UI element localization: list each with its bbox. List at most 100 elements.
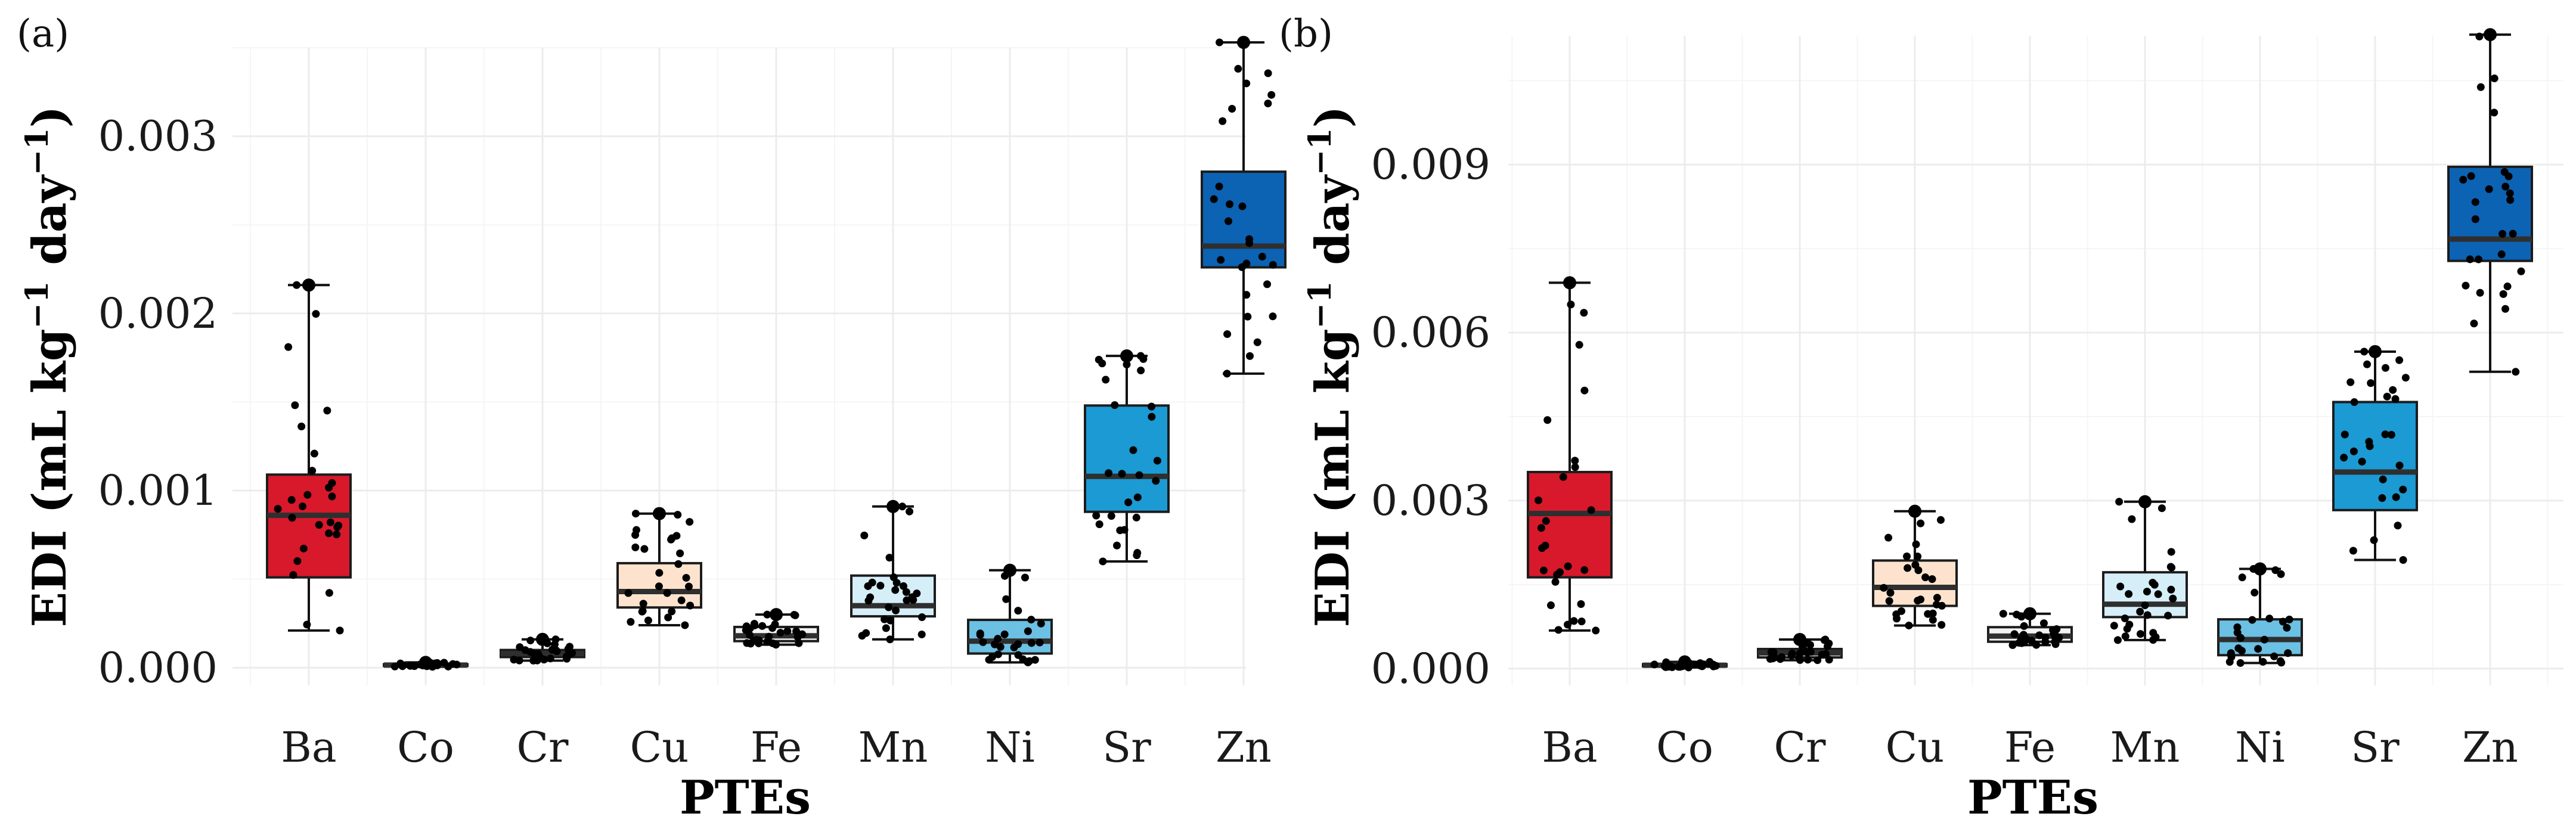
data-point — [537, 654, 545, 662]
data-point — [328, 492, 336, 501]
data-point — [2490, 108, 2498, 117]
box-zn — [1201, 36, 1287, 378]
data-point — [1932, 600, 1940, 609]
data-point — [1036, 638, 1044, 647]
x-axis-title: PTEs — [680, 771, 811, 825]
data-point — [791, 611, 799, 619]
data-point — [2462, 281, 2470, 290]
data-point — [1787, 651, 1796, 660]
data-point — [2509, 229, 2517, 238]
data-point — [1929, 616, 1937, 624]
data-point — [917, 630, 926, 638]
data-point — [293, 281, 301, 289]
data-point — [776, 629, 785, 637]
data-point — [2365, 437, 2373, 446]
data-point — [1225, 217, 1233, 225]
data-point — [746, 631, 754, 640]
box-fe — [733, 608, 819, 649]
data-point-max — [419, 656, 432, 669]
data-point — [1795, 654, 1803, 662]
data-point — [2115, 498, 2124, 506]
data-point — [1014, 607, 1022, 615]
data-point — [289, 571, 297, 579]
data-point — [2504, 172, 2513, 181]
data-point — [1228, 104, 1236, 113]
data-point — [1554, 626, 1563, 634]
data-point — [2143, 611, 2152, 619]
data-point — [2387, 430, 2395, 439]
data-point — [1539, 566, 1548, 575]
data-point — [746, 624, 754, 632]
data-point — [1264, 69, 1272, 77]
data-point — [1135, 471, 1143, 479]
box-sr — [1084, 349, 1170, 566]
data-point — [2401, 374, 2410, 382]
data-point — [2383, 392, 2391, 401]
data-point — [1217, 256, 1225, 264]
data-point — [889, 573, 898, 581]
x-tick-label: Mn — [2110, 723, 2180, 772]
data-point — [864, 597, 873, 605]
data-point — [976, 631, 984, 639]
data-point-max — [2023, 607, 2036, 620]
data-point — [990, 640, 999, 648]
data-point — [2277, 570, 2285, 578]
data-point — [1123, 360, 1131, 368]
data-point-max — [1120, 349, 1133, 363]
data-point — [315, 521, 323, 529]
data-point — [2358, 458, 2366, 466]
data-point — [1546, 601, 1555, 610]
x-tick-label: Sr — [2351, 723, 2400, 772]
data-point — [684, 582, 693, 591]
data-point-max — [302, 278, 315, 292]
data-point-max — [886, 499, 900, 513]
data-point — [1818, 650, 1826, 659]
data-point — [2238, 573, 2246, 582]
data-point — [1031, 656, 1039, 664]
data-point — [2149, 636, 2157, 644]
data-point — [1095, 520, 1103, 529]
box-cr — [1757, 632, 1843, 665]
data-point — [1210, 195, 1218, 203]
data-point — [1903, 553, 1911, 561]
data-point — [1542, 517, 1550, 525]
data-point — [1799, 645, 1808, 653]
data-point-max — [1237, 36, 1250, 49]
data-point — [1535, 496, 1543, 504]
data-point — [655, 569, 664, 577]
data-point — [864, 582, 872, 590]
data-point — [1564, 620, 1572, 629]
data-point — [398, 662, 406, 670]
data-point — [1666, 662, 1675, 671]
data-point — [771, 620, 779, 628]
data-point — [674, 511, 682, 519]
data-point — [668, 607, 676, 616]
data-point — [681, 621, 689, 629]
data-point — [1690, 660, 1698, 669]
panel-a: 0.000 0.001 0.002 0.003 Ba Co Cr Cu Fe Mn Ni Sr Zn (a… — [17, 12, 1287, 825]
data-point — [1124, 498, 1133, 507]
x-tick-label: Sr — [1102, 723, 1151, 772]
data-point — [2476, 83, 2485, 91]
data-point — [274, 505, 282, 513]
data-point — [2503, 283, 2512, 291]
data-point — [288, 514, 296, 522]
data-point — [1242, 79, 1251, 88]
x-tick-label: Zn — [1216, 723, 1272, 772]
box-ni — [2217, 562, 2303, 667]
data-point-max — [1003, 563, 1016, 577]
data-point — [2474, 255, 2482, 263]
data-point — [2394, 522, 2402, 530]
data-point — [882, 624, 890, 632]
data-point-max — [2484, 28, 2497, 42]
data-point — [2392, 493, 2400, 501]
data-point — [2234, 644, 2243, 653]
data-point — [1092, 511, 1101, 520]
data-point — [2051, 640, 2060, 648]
panel-label: (b) — [1279, 12, 1333, 56]
data-point — [2157, 504, 2166, 513]
data-point — [2270, 652, 2279, 660]
data-point — [2470, 319, 2478, 328]
data-point — [1570, 617, 1578, 625]
